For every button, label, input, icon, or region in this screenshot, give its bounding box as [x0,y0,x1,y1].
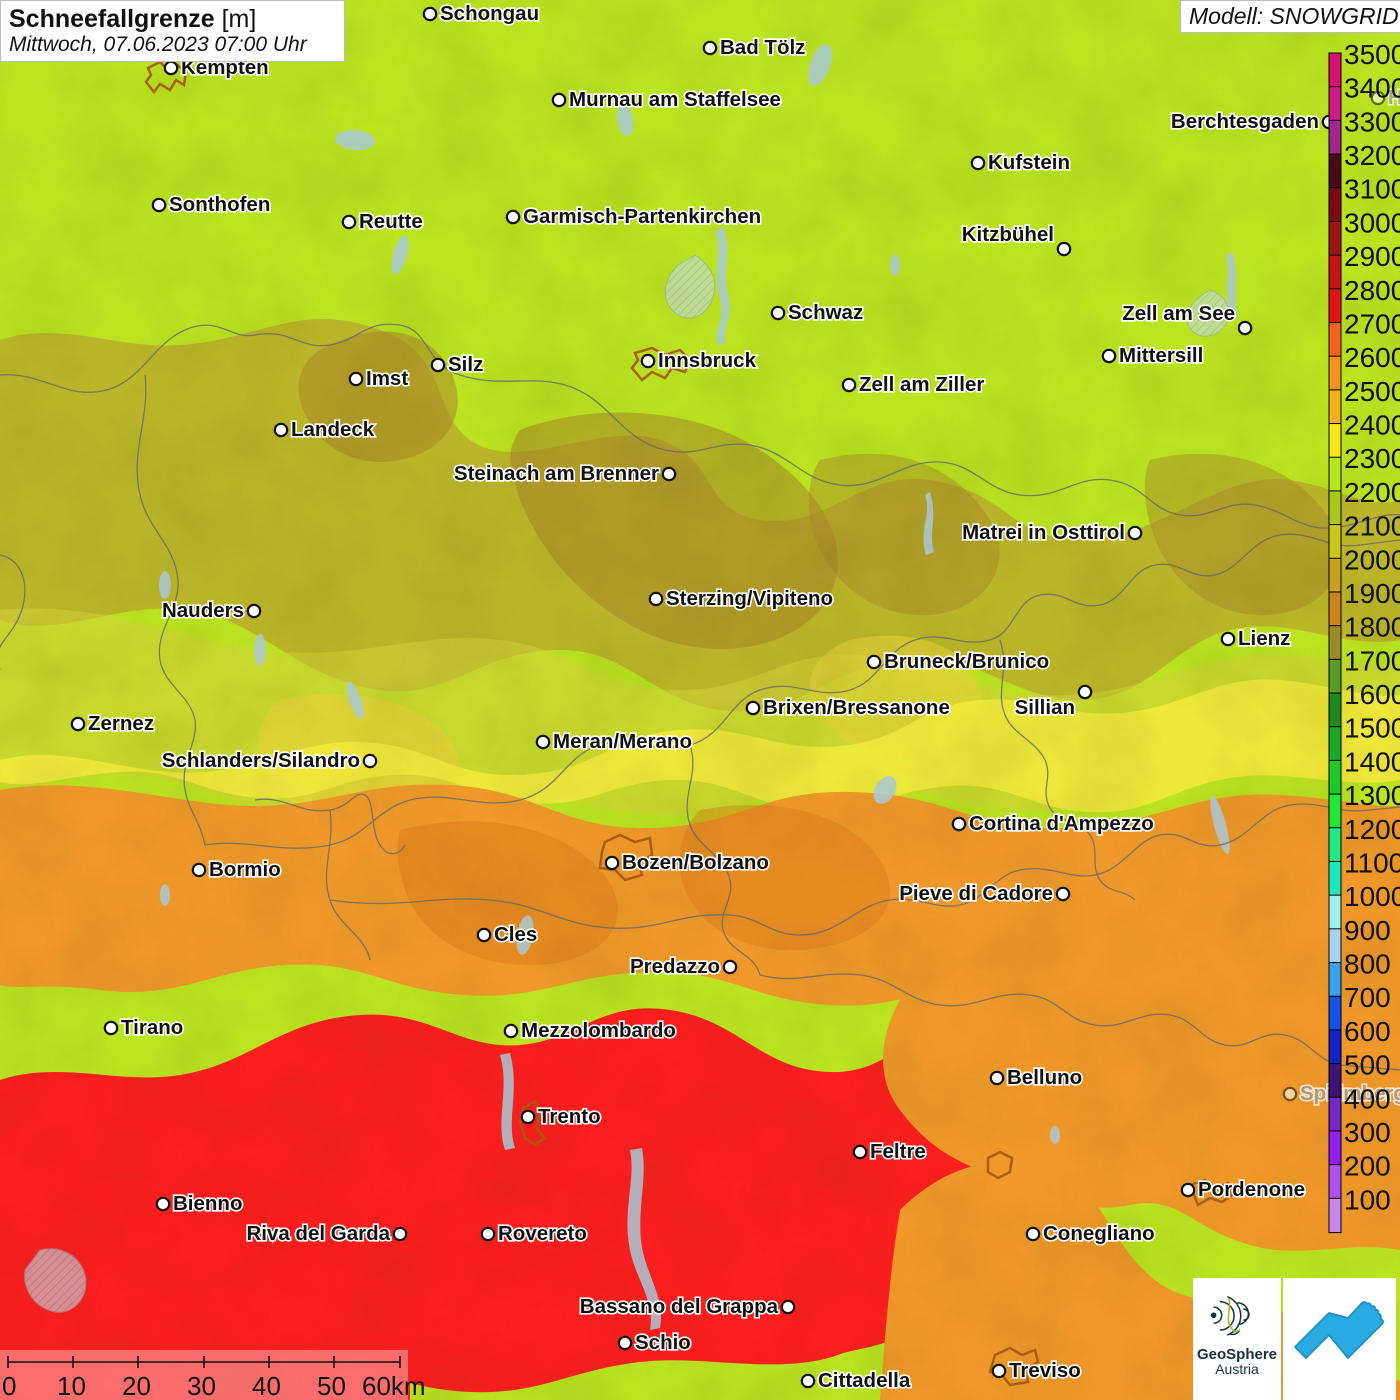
svg-text:Zernez: Zernez [88,712,154,735]
svg-text:1600: 1600 [1344,679,1400,710]
svg-text:2100: 2100 [1344,511,1400,542]
svg-text:Tirano: Tirano [121,1016,183,1039]
svg-text:700: 700 [1344,982,1391,1013]
svg-text:Murnau am Staffelsee: Murnau am Staffelsee [569,88,781,111]
svg-text:Mezzolombardo: Mezzolombardo [521,1019,676,1042]
svg-text:Brixen/Bressanone: Brixen/Bressanone [763,696,950,719]
svg-text:2600: 2600 [1344,342,1400,373]
svg-text:Meran/Merano: Meran/Merano [553,730,692,753]
svg-text:Bienno: Bienno [173,1192,242,1215]
svg-text:Steinach am Brenner: Steinach am Brenner [454,462,659,485]
svg-text:Sterzing/Vipiteno: Sterzing/Vipiteno [666,587,833,610]
svg-text:Cles: Cles [494,923,537,946]
svg-text:900: 900 [1344,915,1391,946]
svg-text:3300: 3300 [1344,106,1400,137]
svg-text:100: 100 [1344,1184,1391,1215]
svg-text:50: 50 [317,1371,346,1400]
svg-text:400: 400 [1344,1083,1391,1114]
svg-text:Cortina d'Ampezzo: Cortina d'Ampezzo [969,812,1154,835]
svg-text:Mittersill: Mittersill [1119,344,1203,367]
svg-text:0: 0 [2,1371,16,1400]
svg-text:2900: 2900 [1344,241,1400,272]
svg-text:3200: 3200 [1344,140,1400,171]
svg-text:300: 300 [1344,1117,1391,1148]
svg-text:40: 40 [252,1371,281,1400]
svg-text:1500: 1500 [1344,713,1400,744]
svg-text:Landeck: Landeck [291,418,375,441]
svg-text:Pordenone: Pordenone [1198,1178,1305,1201]
svg-text:Bassano del Grappa: Bassano del Grappa [580,1295,779,1318]
svg-text:500: 500 [1344,1050,1391,1081]
svg-text:Bozen/Bolzano: Bozen/Bolzano [622,851,769,874]
svg-text:2200: 2200 [1344,477,1400,508]
svg-text:Reutte: Reutte [359,210,423,233]
svg-text:Conegliano: Conegliano [1043,1222,1155,1245]
svg-text:Kufstein: Kufstein [988,151,1070,174]
svg-text:Schwaz: Schwaz [788,301,863,324]
svg-text:30: 30 [187,1371,216,1400]
svg-text:1700: 1700 [1344,645,1400,676]
svg-text:3500: 3500 [1344,39,1400,70]
svg-text:Lienz: Lienz [1238,627,1290,650]
svg-text:2400: 2400 [1344,410,1400,441]
svg-text:Pieve di Cadore: Pieve di Cadore [899,882,1053,905]
svg-text:Imst: Imst [366,367,408,390]
svg-text:Predazzo: Predazzo [630,955,720,978]
svg-text:Berchtesgaden: Berchtesgaden [1171,110,1319,133]
svg-text:3000: 3000 [1344,207,1400,238]
svg-text:Kitzbühel: Kitzbühel [962,223,1054,246]
svg-text:1400: 1400 [1344,746,1400,777]
svg-text:2500: 2500 [1344,376,1400,407]
svg-text:600: 600 [1344,1016,1391,1047]
svg-text:Bruneck/Brunico: Bruneck/Brunico [884,650,1049,673]
svg-text:Riva del Garda: Riva del Garda [246,1222,390,1245]
svg-text:Zell am Ziller: Zell am Ziller [859,373,984,396]
svg-text:2000: 2000 [1344,544,1400,575]
svg-text:Feltre: Feltre [870,1140,926,1163]
svg-text:Treviso: Treviso [1009,1359,1081,1382]
svg-text:Bormio: Bormio [209,858,281,881]
svg-text:Sonthofen: Sonthofen [169,193,270,216]
svg-text:200: 200 [1344,1151,1391,1182]
svg-text:Schlanders/Silandro: Schlanders/Silandro [162,749,360,772]
svg-text:Rovereto: Rovereto [498,1222,587,1245]
svg-text:3100: 3100 [1344,174,1400,205]
svg-text:Schongau: Schongau [440,2,539,25]
svg-text:1800: 1800 [1344,612,1400,643]
svg-text:1000: 1000 [1344,881,1400,912]
svg-text:Zell am See: Zell am See [1122,302,1235,325]
svg-text:1100: 1100 [1344,847,1400,878]
svg-text:2800: 2800 [1344,275,1400,306]
svg-text:1300: 1300 [1344,780,1400,811]
svg-text:Cittadella: Cittadella [818,1369,911,1392]
svg-text:Schio: Schio [635,1331,691,1354]
svg-text:1200: 1200 [1344,814,1400,845]
svg-text:60km: 60km [362,1371,426,1400]
svg-text:Bad Tölz: Bad Tölz [720,36,805,59]
svg-text:1900: 1900 [1344,578,1400,609]
svg-text:Trento: Trento [538,1105,601,1128]
svg-text:800: 800 [1344,949,1391,980]
svg-text:Belluno: Belluno [1007,1066,1082,1089]
svg-text:2700: 2700 [1344,308,1400,339]
svg-text:Nauders: Nauders [162,599,244,622]
svg-text:20: 20 [122,1371,151,1400]
svg-text:10: 10 [57,1371,86,1400]
svg-text:Silz: Silz [448,353,483,376]
svg-text:3400: 3400 [1344,73,1400,104]
svg-text:2300: 2300 [1344,443,1400,474]
svg-text:Matrei in Osttirol: Matrei in Osttirol [962,521,1125,544]
svg-text:Sillian: Sillian [1015,696,1075,719]
svg-text:Innsbruck: Innsbruck [658,349,757,372]
svg-text:Garmisch-Partenkirchen: Garmisch-Partenkirchen [523,205,761,228]
